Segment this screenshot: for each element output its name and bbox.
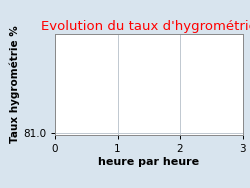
X-axis label: heure par heure: heure par heure (98, 157, 199, 167)
Y-axis label: Taux hygrométrie %: Taux hygrométrie % (10, 26, 20, 143)
Title: Evolution du taux d'hygrométrie: Evolution du taux d'hygrométrie (41, 20, 250, 33)
